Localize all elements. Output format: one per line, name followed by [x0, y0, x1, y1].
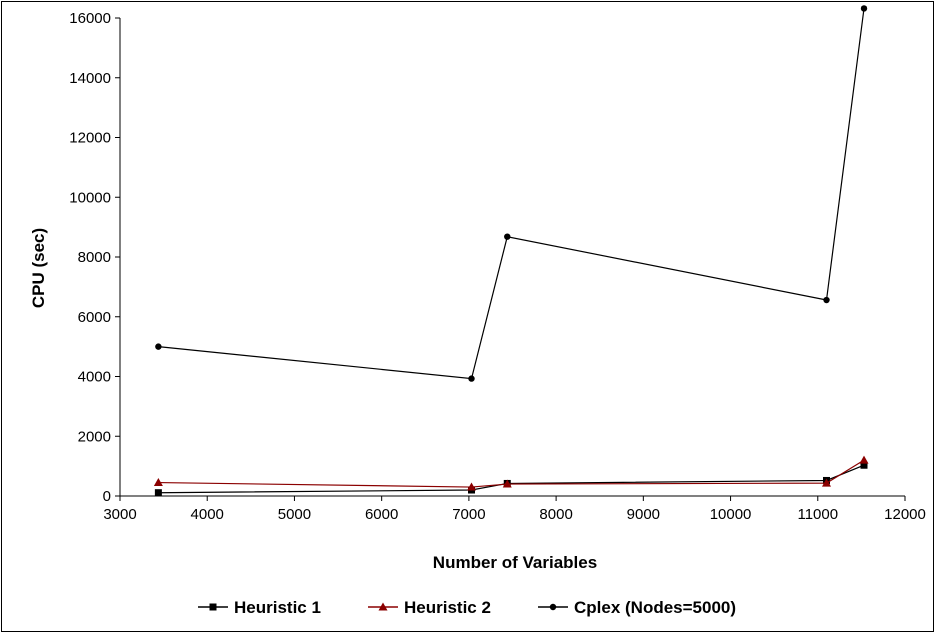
series-heuristic-1 [154, 461, 868, 497]
data-point-cplex-nodes-5000 [504, 233, 511, 240]
data-point-heuristic-2 [502, 479, 512, 488]
legend: Heuristic 1 Heuristic 2 Cplex (Nodes=5000) [198, 598, 736, 617]
legend-label: Cplex (Nodes=5000) [574, 598, 736, 617]
y-tick-label: 6000 [78, 309, 111, 326]
x-tick-label: 9000 [627, 506, 660, 523]
x-tick-label: 8000 [539, 506, 572, 523]
x-tick-label: 6000 [365, 506, 398, 523]
x-axis-title: Number of Variables [433, 553, 597, 572]
series-heuristic-2 [153, 455, 869, 491]
x-tick-label: 7000 [452, 506, 485, 523]
y-tick-label: 14000 [69, 70, 111, 87]
data-point-heuristic-2 [153, 478, 163, 487]
x-tick-label: 5000 [278, 506, 311, 523]
y-tick-label: 8000 [78, 249, 111, 266]
x-tick-label: 12000 [884, 506, 926, 523]
legend-label: Heuristic 1 [234, 598, 321, 617]
x-tick-label: 10000 [710, 506, 752, 523]
y-tick-label: 2000 [78, 428, 111, 445]
legend-item-cplex-nodes-5000: Cplex (Nodes=5000) [538, 598, 736, 617]
series-cplex-nodes-5000 [155, 5, 868, 382]
y-axis-title: CPU (sec) [29, 228, 48, 308]
legend-marker-circle [549, 603, 557, 611]
legend-item-heuristic-1: Heuristic 1 [198, 598, 321, 617]
x-tick-label: 4000 [191, 506, 224, 523]
y-tick-label: 12000 [69, 130, 111, 147]
data-point-heuristic-2 [822, 478, 831, 487]
data-point-cplex-nodes-5000 [468, 375, 475, 382]
data-point-cplex-nodes-5000 [860, 5, 868, 12]
x-tick-label: 11000 [797, 506, 838, 523]
y-tick-label: 16000 [69, 10, 111, 27]
x-tick-label: 3000 [103, 506, 136, 523]
axes: 0 2000 4000 6000 8000 10000 12000 14000 16000 300… [69, 10, 926, 523]
y-tick-label: 10000 [69, 189, 111, 206]
data-point-heuristic-2 [467, 482, 477, 491]
legend-label: Heuristic 2 [404, 598, 491, 617]
legend-item-heuristic-2: Heuristic 2 [368, 598, 491, 617]
y-tick-label: 0 [103, 488, 111, 505]
legend-marker-triangle [378, 602, 388, 611]
data-point-cplex-nodes-5000 [823, 296, 830, 304]
legend-marker-square [209, 603, 217, 611]
data-point-heuristic-2 [859, 455, 869, 464]
data-point-heuristic-1 [154, 489, 162, 497]
series-line-heuristic-1 [158, 464, 865, 494]
series-layer [153, 5, 869, 497]
data-point-heuristic-1 [860, 461, 868, 469]
data-point-cplex-nodes-5000 [155, 343, 162, 350]
series-line-cplex-nodes-5000 [158, 8, 865, 380]
y-tick-label: 4000 [78, 369, 111, 386]
